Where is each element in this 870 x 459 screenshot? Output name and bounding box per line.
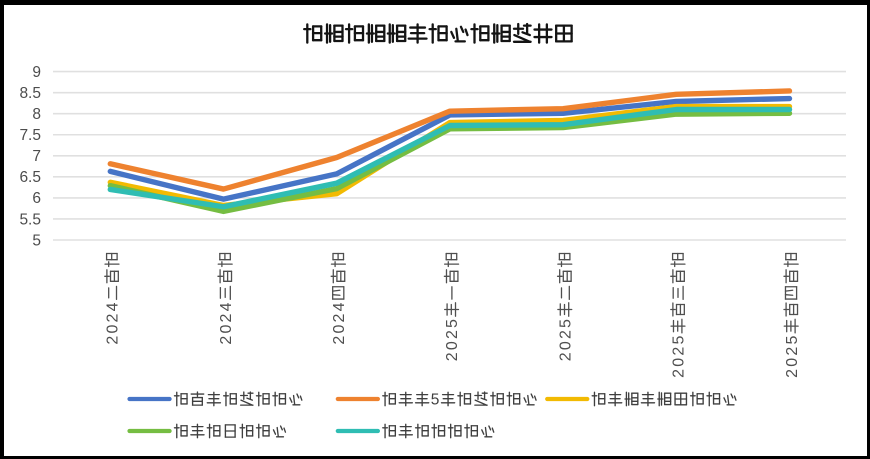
svg-text:0: 0: [105, 325, 122, 334]
svg-text:4: 4: [105, 302, 122, 311]
svg-text:5: 5: [444, 319, 461, 328]
svg-text:0: 0: [331, 325, 348, 334]
svg-text:2: 2: [444, 330, 461, 339]
svg-text:2: 2: [218, 313, 235, 322]
svg-text:7.5: 7.5: [19, 127, 41, 144]
svg-text:2: 2: [105, 313, 122, 322]
svg-text:2: 2: [105, 336, 122, 345]
svg-text:6: 6: [32, 190, 41, 207]
svg-text:2: 2: [784, 347, 801, 356]
svg-text:4: 4: [218, 302, 235, 311]
svg-text:2: 2: [557, 352, 574, 361]
svg-text:5: 5: [671, 336, 688, 345]
svg-text:2: 2: [331, 336, 348, 345]
svg-text:9: 9: [32, 64, 41, 81]
svg-text:2: 2: [331, 313, 348, 322]
svg-text:2: 2: [671, 347, 688, 356]
svg-text:2: 2: [557, 330, 574, 339]
svg-text:2: 2: [444, 352, 461, 361]
svg-text:0: 0: [671, 358, 688, 367]
svg-text:2: 2: [671, 369, 688, 378]
svg-text:4: 4: [331, 302, 348, 311]
svg-text:5: 5: [557, 319, 574, 328]
svg-text:2: 2: [784, 369, 801, 378]
svg-text:6.5: 6.5: [19, 169, 41, 186]
svg-text:2: 2: [218, 336, 235, 345]
svg-text:0: 0: [218, 325, 235, 334]
svg-text:0: 0: [784, 358, 801, 367]
svg-text:7: 7: [32, 148, 41, 165]
svg-text:8.5: 8.5: [19, 85, 41, 102]
svg-text:8: 8: [32, 106, 41, 123]
svg-text:0: 0: [444, 341, 461, 350]
svg-text:5: 5: [784, 336, 801, 345]
svg-text:0: 0: [557, 341, 574, 350]
svg-text:5.5: 5.5: [19, 211, 41, 228]
svg-text:5: 5: [32, 232, 41, 249]
svg-text:5: 5: [431, 391, 440, 408]
